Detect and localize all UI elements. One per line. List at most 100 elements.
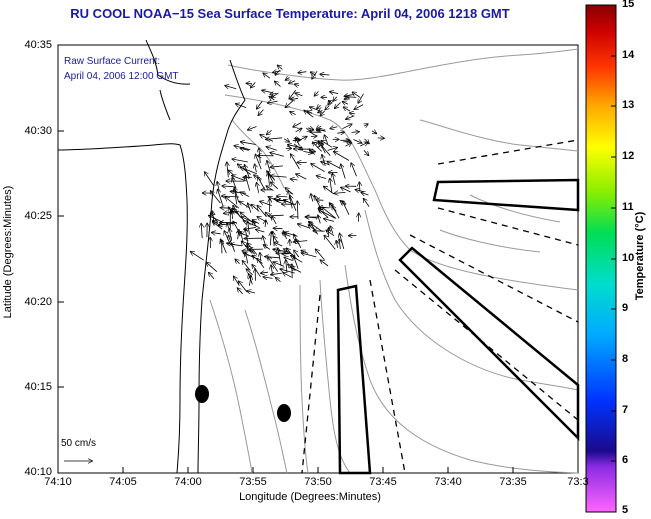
current-vector xyxy=(354,104,364,110)
current-vector xyxy=(243,253,256,259)
current-vector xyxy=(316,249,325,260)
current-vector xyxy=(235,259,239,264)
current-vector xyxy=(339,239,340,250)
current-vector xyxy=(358,93,364,103)
current-vector xyxy=(245,229,248,242)
current-vector xyxy=(270,93,277,94)
dashed-sector-lines xyxy=(301,139,579,474)
current-vector xyxy=(234,187,240,203)
current-vector xyxy=(312,70,318,79)
current-vector xyxy=(320,110,325,116)
current-vector xyxy=(298,224,310,229)
current-vector xyxy=(313,142,322,152)
current-vector xyxy=(256,230,265,233)
x-tick-label: 74:00 xyxy=(174,476,202,488)
current-vector xyxy=(325,106,329,110)
current-vector xyxy=(206,262,218,272)
current-vector xyxy=(242,261,251,271)
colorbar-tick-label: 14 xyxy=(622,49,635,61)
colorbar-tick-label: 10 xyxy=(622,252,635,264)
current-vector xyxy=(225,86,237,90)
current-vector xyxy=(322,155,326,167)
current-vector xyxy=(249,276,251,286)
current-vector xyxy=(229,207,233,215)
x-tick-label: 74:10 xyxy=(44,476,72,488)
current-vector xyxy=(351,132,359,133)
current-vector xyxy=(252,256,263,264)
current-vectors xyxy=(191,65,384,293)
x-axis-title: Longitude (Degrees:Minutes) xyxy=(239,491,381,503)
current-vector xyxy=(353,92,361,98)
colorbar-tick-label: 12 xyxy=(622,150,635,162)
current-vector xyxy=(335,102,341,109)
current-vector xyxy=(343,102,349,105)
colorbar-tick-label: 13 xyxy=(622,99,635,111)
current-vector xyxy=(322,207,337,219)
current-vector xyxy=(271,273,282,275)
current-vector xyxy=(209,216,225,224)
current-vector xyxy=(255,155,262,170)
current-vector xyxy=(283,139,289,142)
current-vector xyxy=(258,109,264,116)
colorbar-tick-label: 11 xyxy=(622,201,634,213)
current-vector xyxy=(271,92,279,98)
current-vector xyxy=(295,93,303,96)
current-vector xyxy=(266,138,283,140)
colorbar-tick-label: 5 xyxy=(622,504,629,516)
current-vector xyxy=(273,249,288,252)
current-vector xyxy=(290,195,297,212)
current-vector xyxy=(227,162,229,178)
current-vector xyxy=(212,233,221,234)
current-vector xyxy=(232,159,248,163)
colorbar-ticks xyxy=(611,4,616,513)
current-vector xyxy=(316,200,324,201)
current-vector xyxy=(286,100,294,107)
x-tick-label: 73:35 xyxy=(499,476,527,488)
current-vector xyxy=(343,201,350,215)
current-vector xyxy=(211,191,221,204)
current-vector xyxy=(238,288,243,295)
current-vector xyxy=(241,142,256,145)
current-vector xyxy=(293,143,303,150)
current-vector xyxy=(268,101,278,103)
current-vector xyxy=(318,215,321,224)
current-vector xyxy=(363,150,369,155)
current-vector xyxy=(284,249,296,257)
x-tick-label: 74:05 xyxy=(109,476,137,488)
current-vector xyxy=(346,115,355,120)
current-vector xyxy=(311,194,313,202)
current-vector xyxy=(310,107,321,112)
current-vector xyxy=(191,252,204,261)
colorbar-tick-label: 9 xyxy=(622,302,629,314)
current-vector xyxy=(270,153,284,157)
current-vector xyxy=(283,273,292,278)
current-vector xyxy=(275,81,281,87)
current-vector xyxy=(247,291,256,293)
current-vector xyxy=(319,207,330,208)
y-tick-label: 40:30 xyxy=(24,125,52,137)
current-vector xyxy=(257,206,267,217)
current-vector xyxy=(310,222,319,235)
current-vector xyxy=(290,112,296,115)
current-vector xyxy=(236,104,247,108)
current-vector xyxy=(351,163,357,177)
scale-label: 50 cm/s xyxy=(61,438,97,449)
colorbar xyxy=(585,4,617,513)
current-vector xyxy=(327,148,337,151)
current-vector xyxy=(201,224,202,239)
current-vector xyxy=(324,219,335,222)
x-tick-label: 73:50 xyxy=(304,476,332,488)
axis-ticks xyxy=(58,44,514,473)
current-vector xyxy=(307,111,313,113)
current-vector xyxy=(209,273,215,280)
current-vector xyxy=(267,161,271,172)
current-vector xyxy=(261,272,269,273)
current-vector xyxy=(235,189,237,205)
current-vector xyxy=(311,142,319,144)
current-vector xyxy=(222,186,234,187)
current-vector xyxy=(343,141,350,142)
current-vector xyxy=(330,203,337,212)
current-vector xyxy=(268,172,269,186)
current-vector xyxy=(326,230,335,237)
